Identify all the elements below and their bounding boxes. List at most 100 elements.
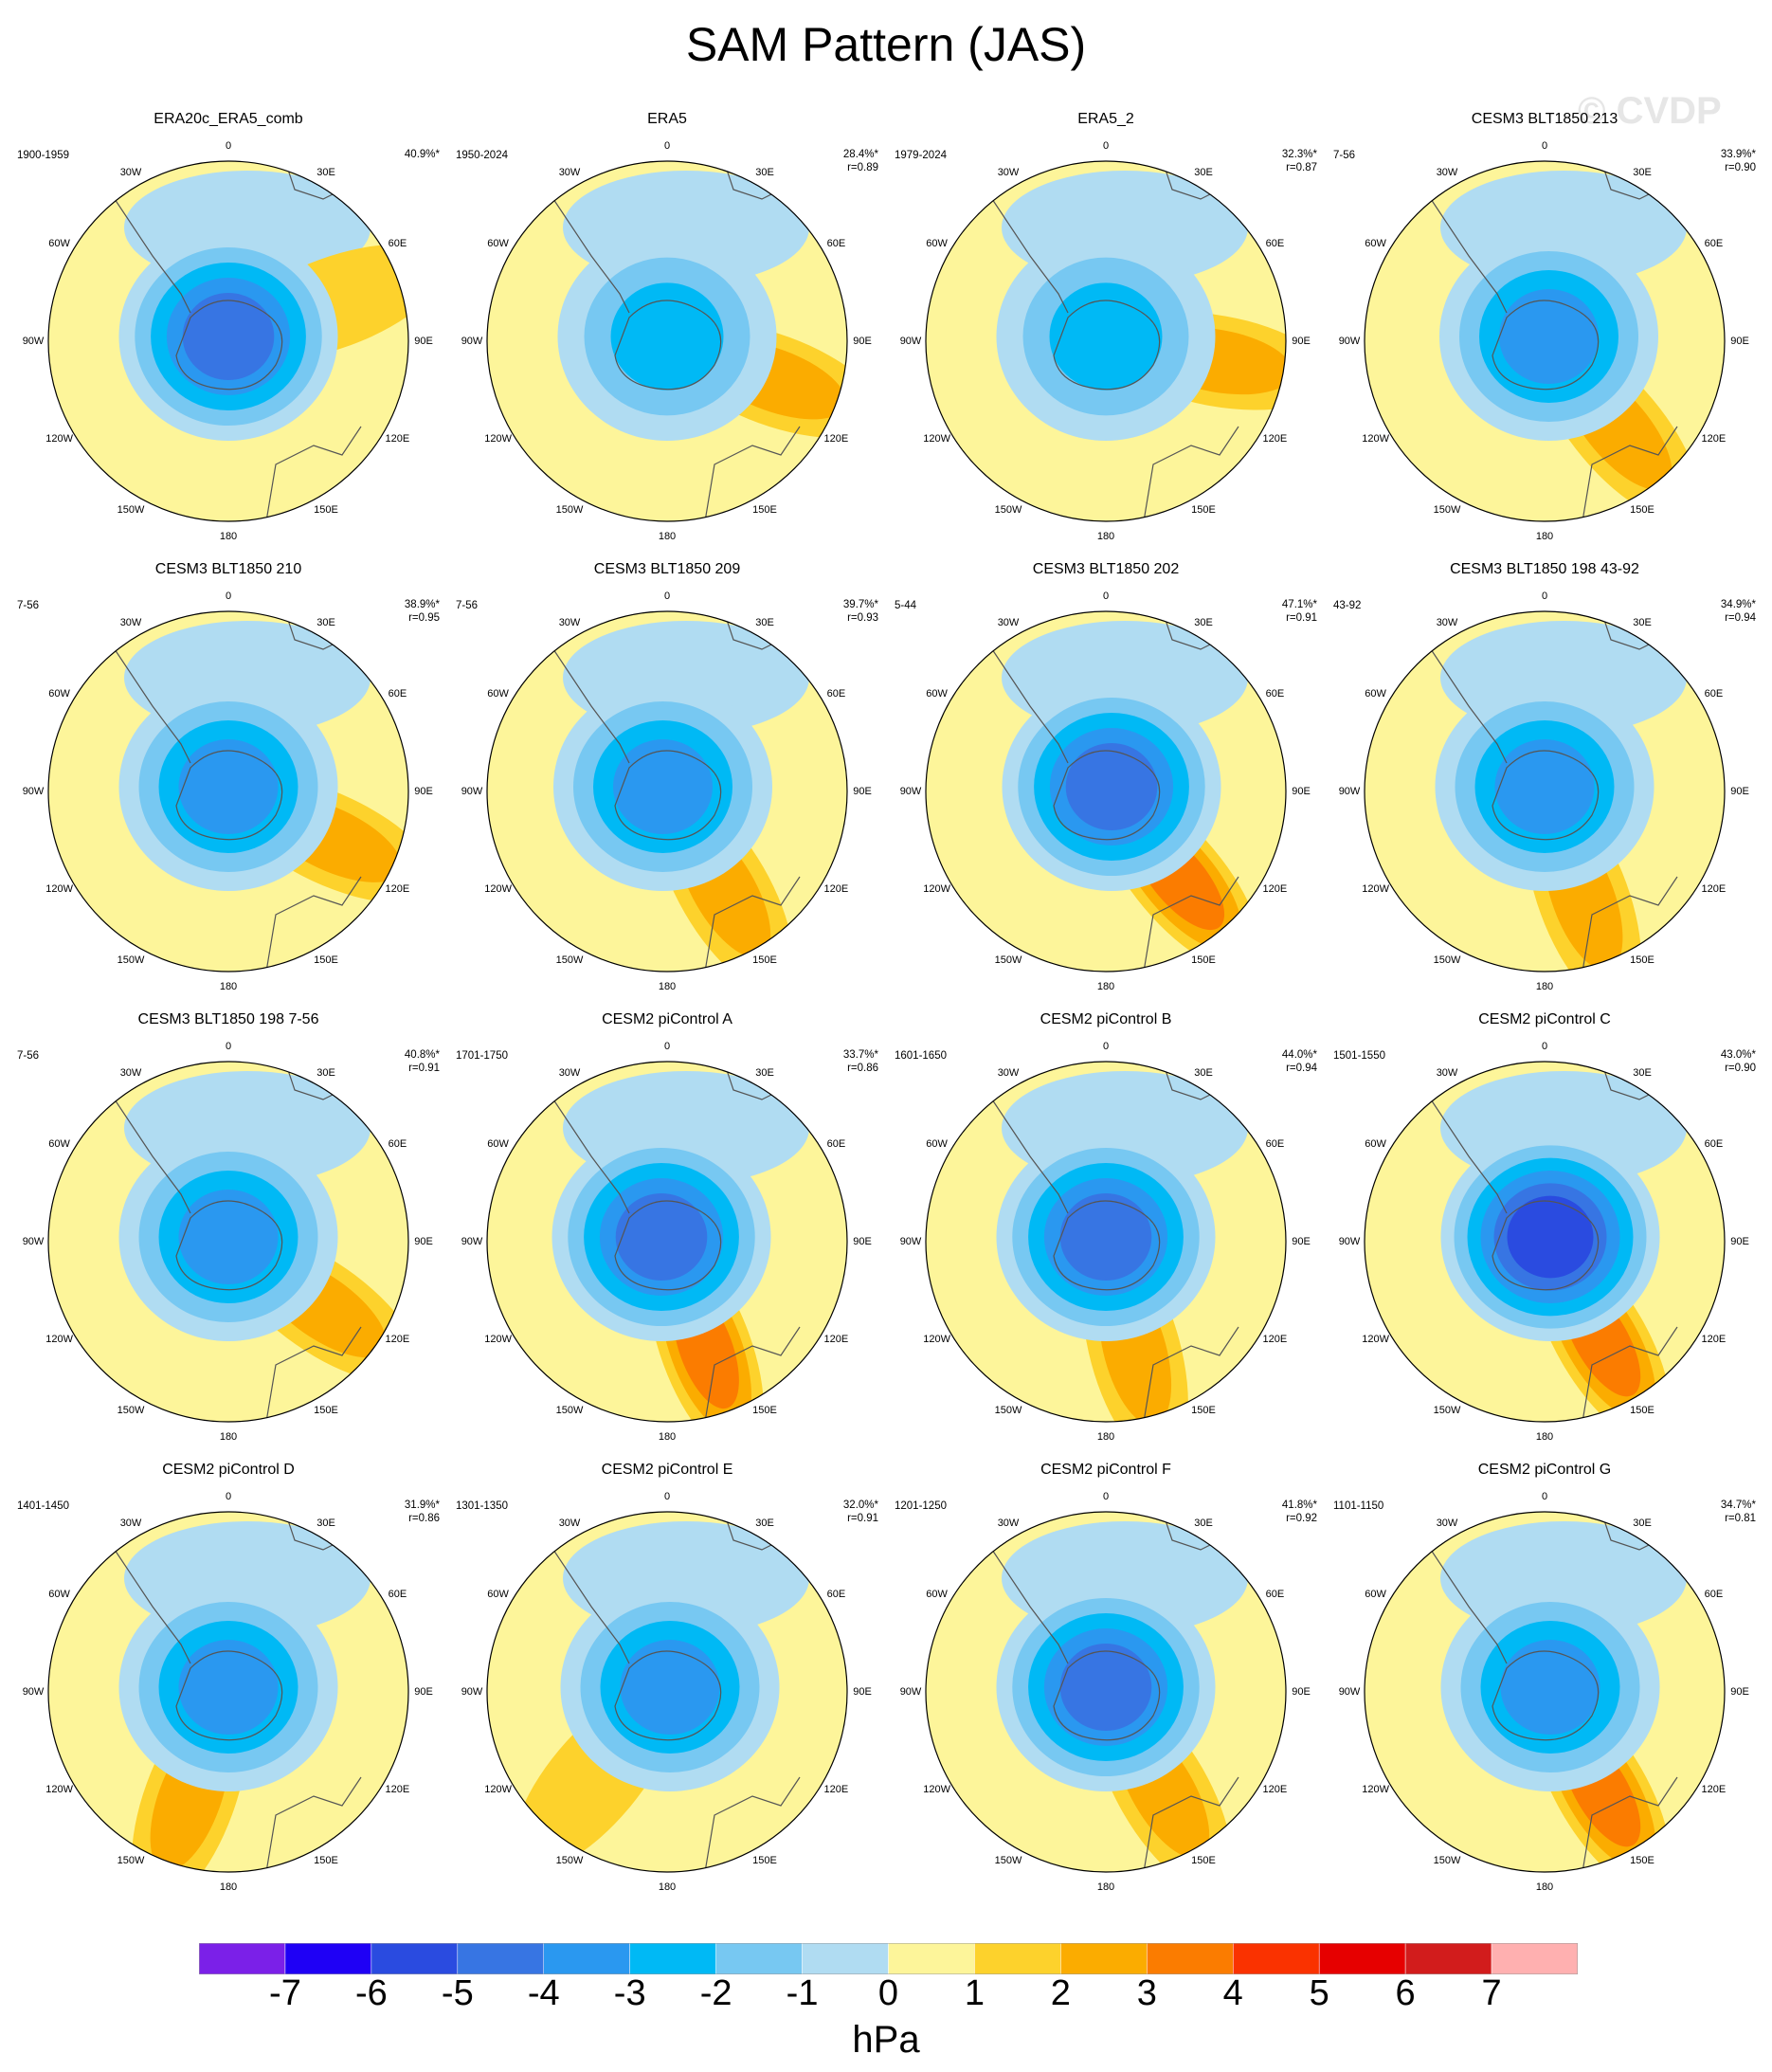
australia-coastline	[1582, 426, 1678, 521]
negative-center	[996, 1583, 1216, 1791]
negative-contour	[1059, 1193, 1152, 1281]
antarctica-coastline	[1053, 750, 1161, 841]
pattern-correlation: r=0.89	[847, 162, 878, 173]
longitude-label: 90W	[899, 786, 922, 797]
cvdp-watermark: © CVDP	[1578, 90, 1722, 132]
australia-coastline	[265, 426, 362, 521]
longitude-label: 150W	[555, 1405, 584, 1417]
longitude-label: 180	[1535, 1881, 1554, 1893]
longitude-label: 150W	[117, 1855, 145, 1867]
negative-center	[553, 682, 772, 891]
longitude-label: 150E	[1630, 1405, 1654, 1417]
colorbar-swatch	[888, 1943, 975, 1974]
longitude-label: 150W	[994, 504, 1022, 517]
pattern-correlation: r=0.91	[847, 1513, 878, 1524]
polar-map	[486, 1061, 848, 1423]
panel-title: CESM2 piControl G	[1477, 1462, 1612, 1478]
map-panel: CESM2 piControl C 1501-1550 43.0%* r=0.90 0 3…	[1326, 1011, 1763, 1460]
longitude-label: 120W	[923, 1334, 950, 1345]
colorbar-swatch	[457, 1943, 544, 1974]
colorbar-swatch	[1491, 1943, 1578, 1974]
panel-period: 1401-1450	[17, 1500, 69, 1512]
longitude-label: 90W	[461, 1686, 483, 1698]
longitude-label: 120W	[1362, 1784, 1389, 1795]
panel-period: 1900-1959	[17, 150, 69, 161]
longitude-label: 150E	[314, 1405, 338, 1417]
map-boundary	[47, 1511, 409, 1873]
colorbar-tick-label: 7	[1481, 1973, 1502, 2013]
panel-title: CESM3 BLT1850 213	[1471, 111, 1618, 127]
longitude-label: 120W	[1362, 433, 1389, 445]
longitude-label: 30W	[1436, 616, 1458, 628]
longitude-label: 150W	[555, 504, 584, 517]
longitude-label: 0	[1541, 591, 1548, 602]
colorbar-swatch	[1060, 1943, 1148, 1974]
south-america-coastline	[552, 198, 630, 314]
antarctica-coastline	[1492, 1650, 1600, 1741]
map-boundary	[925, 160, 1287, 522]
map-panel: CESM3 BLT1850 198 43-92 43-92 34.9%* r=0.94…	[1326, 561, 1763, 1009]
longitude-label: 150W	[117, 1405, 145, 1417]
longitude-label: 120E	[823, 883, 849, 895]
longitude-label: 150W	[994, 954, 1022, 967]
panel-period: 7-56	[1333, 150, 1356, 161]
longitude-label: 180	[1096, 1431, 1115, 1443]
longitude-label: 90W	[1338, 1236, 1361, 1247]
longitude-label: 60W	[48, 1589, 70, 1600]
negative-center	[560, 1583, 780, 1791]
longitude-label: 60E	[388, 1589, 407, 1600]
map-boundary	[486, 160, 848, 522]
longitude-label: 180	[658, 1881, 677, 1893]
longitude-label: 60E	[1265, 238, 1285, 249]
panel-period: 1201-1250	[895, 1500, 947, 1512]
longitude-label: 60W	[926, 1138, 948, 1150]
negative-center	[557, 232, 777, 441]
panel-stats: 39.7%* r=0.93	[843, 598, 878, 625]
antarctica-coastline	[175, 300, 283, 391]
south-america-coastline	[552, 1099, 630, 1214]
negative-center	[1440, 1133, 1660, 1341]
longitude-label: 120E	[823, 1334, 849, 1345]
longitude-label: 0	[663, 591, 671, 602]
pct-variance: 34.9%*	[1720, 599, 1756, 610]
longitude-label: 150E	[314, 1855, 338, 1867]
pct-variance: 41.8%*	[1281, 1499, 1317, 1511]
pattern-correlation: r=0.91	[1286, 612, 1317, 624]
pattern-correlation: r=0.90	[1725, 1063, 1756, 1074]
longitude-label: 0	[225, 140, 232, 152]
pattern-correlation: r=0.91	[408, 1063, 440, 1074]
longitude-label: 0	[1541, 1041, 1548, 1052]
colorbar-tick-label: -3	[613, 1973, 646, 2013]
longitude-label: 120W	[923, 433, 950, 445]
pattern-correlation: r=0.87	[1286, 162, 1317, 173]
polar-map	[47, 610, 409, 972]
longitude-label: 30W	[558, 166, 581, 178]
negative-center	[1002, 682, 1221, 891]
panel-stats: 38.9%* r=0.95	[405, 598, 440, 625]
polar-map	[486, 1511, 848, 1873]
antarctica-coastline	[614, 1650, 722, 1741]
longitude-label: 150E	[1191, 1855, 1216, 1867]
australia-coastline	[265, 876, 362, 972]
negative-contour	[1494, 739, 1595, 834]
longitude-label: 30W	[1436, 166, 1458, 178]
longitude-label: 0	[1102, 1491, 1110, 1502]
longitude-label: 150W	[1433, 504, 1461, 517]
longitude-label: 150E	[752, 1405, 777, 1417]
longitude-label: 30E	[755, 166, 774, 178]
longitude-label: 120E	[385, 1784, 410, 1795]
australia-coastline	[1582, 1326, 1678, 1422]
map-panel: CESM3 BLT1850 198 7-56 7-56 40.8%* r=0.91 0 3…	[9, 1011, 447, 1460]
longitude-label: 0	[663, 1491, 671, 1502]
longitude-label: 120E	[823, 1784, 849, 1795]
longitude-label: 30E	[1194, 616, 1213, 628]
panel-period: 1950-2024	[456, 150, 508, 161]
pct-variance: 34.7%*	[1720, 1499, 1756, 1511]
longitude-label: 60W	[926, 238, 948, 249]
antarctica-coastline	[1492, 1200, 1600, 1291]
longitude-label: 180	[658, 981, 677, 992]
panel-period: 43-92	[1333, 600, 1362, 611]
panel-title: CESM3 BLT1850 202	[1032, 561, 1180, 577]
longitude-label: 150W	[117, 504, 145, 517]
